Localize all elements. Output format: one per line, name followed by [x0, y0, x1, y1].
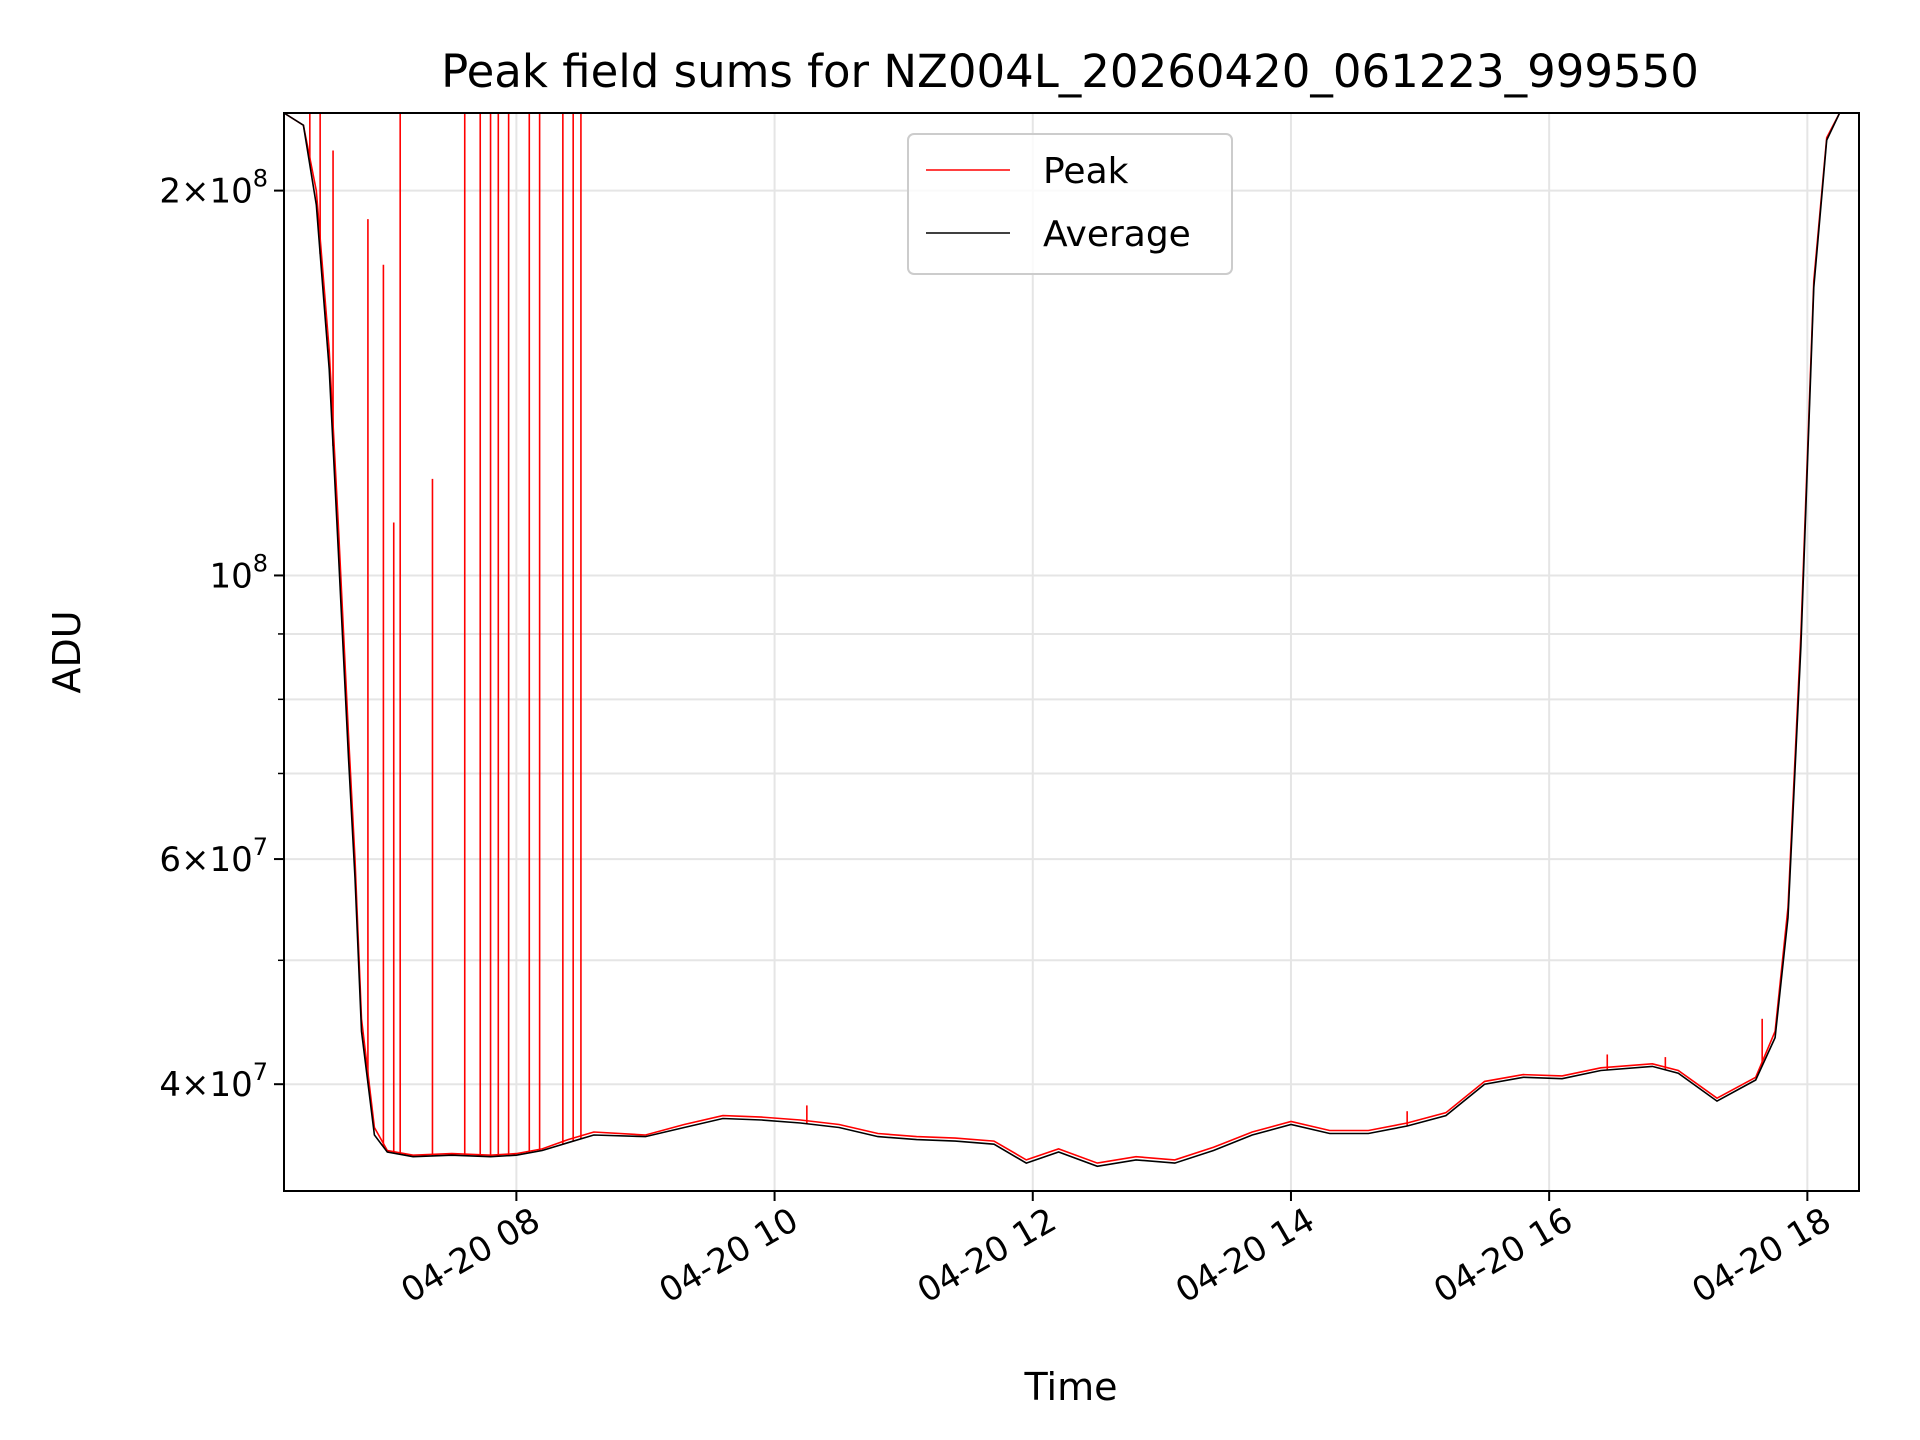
plot-background: [284, 113, 1859, 1191]
y-tick-label: 6×107: [159, 833, 268, 880]
y-tick-label: 2×108: [159, 165, 268, 212]
chart-title: Peak field sums for NZ004L_20260420_0612…: [441, 45, 1699, 98]
legend-label-peak: Peak: [1043, 151, 1129, 192]
series-line-average: [283, 112, 1859, 1168]
grid: [284, 113, 1859, 1191]
y-tick-label: 108: [209, 549, 268, 596]
y-axis-label: ADU: [45, 610, 89, 693]
series-line-peak: [283, 112, 1859, 1164]
legend-label-average: Average: [1043, 214, 1191, 255]
x-axis-label: Time: [1024, 1365, 1118, 1409]
y-tick-label: 4×107: [159, 1058, 268, 1105]
plot-area: 04-20 08 04-20 10 04-20 12 04-20 14 04-20 16…: [159, 112, 1860, 1311]
legend: Peak Average: [907, 133, 1233, 275]
legend-box: [907, 133, 1233, 275]
plot-frame: [283, 112, 1860, 1192]
peak-spikes: [309, 113, 1763, 1157]
